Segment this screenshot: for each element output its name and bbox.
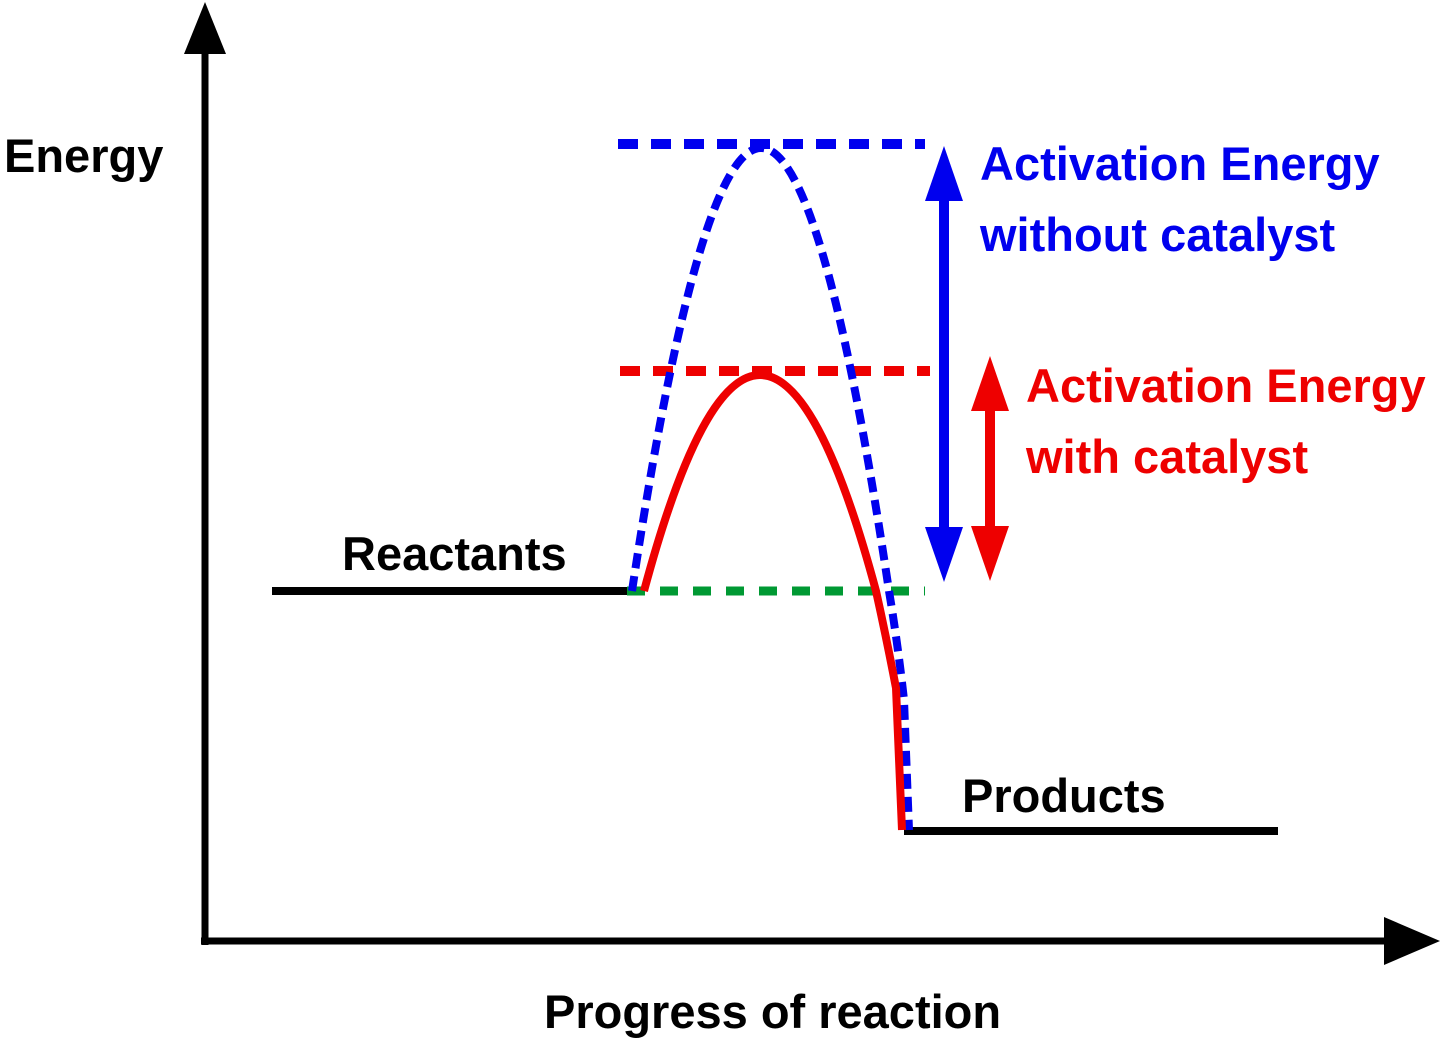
reactants-label: Reactants — [342, 527, 567, 580]
curve-without-catalyst — [628, 143, 913, 831]
annotation-with-catalyst: Activation Energy with catalyst — [1026, 350, 1426, 492]
annotation-without-catalyst: Activation Energy without catalyst — [980, 128, 1380, 270]
arrow-up-head-blue-icon — [925, 146, 963, 201]
x-axis-arrowhead-icon — [1384, 917, 1440, 965]
x-axis-label: Progress of reaction — [544, 985, 1002, 1038]
annotation-without-catalyst-line2: without catalyst — [980, 208, 1336, 261]
products-label: Products — [962, 769, 1166, 822]
y-axis-label: Energy — [4, 129, 164, 182]
activation-energy-arrow-with-catalyst — [971, 356, 1009, 581]
activation-energy-arrow-without-catalyst — [925, 146, 963, 582]
annotation-with-catalyst-line1: Activation Energy — [1026, 359, 1426, 412]
curve-with-catalyst — [640, 370, 906, 831]
arrow-up-head-red-icon — [971, 356, 1009, 411]
annotation-without-catalyst-line1: Activation Energy — [980, 137, 1380, 190]
annotation-with-catalyst-line2: with catalyst — [1026, 430, 1309, 483]
arrow-down-head-red-icon — [971, 526, 1009, 581]
arrow-down-head-blue-icon — [925, 527, 963, 582]
y-axis-arrowhead-icon — [184, 2, 226, 54]
